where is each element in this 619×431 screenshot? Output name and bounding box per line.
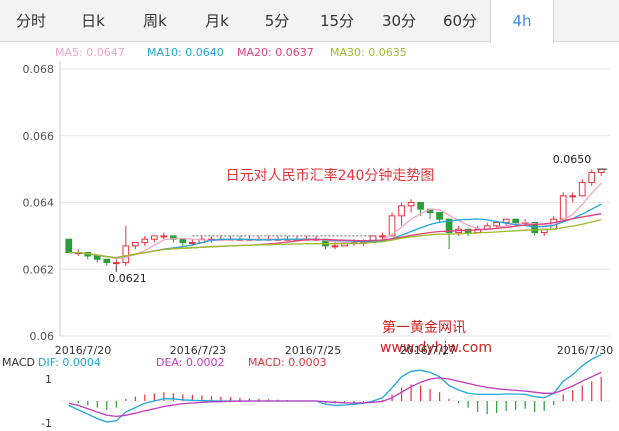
candle-body: [445, 218, 453, 234]
candle-body: [588, 171, 596, 183]
candle-body: [417, 202, 424, 210]
tab-7[interactable]: 30分: [381, 12, 417, 30]
candle-body: [512, 218, 520, 224]
ma30-line: [68, 218, 602, 259]
tab-2[interactable]: 日k: [81, 12, 105, 30]
candle-body: [122, 245, 130, 264]
tab-1[interactable]: 分时: [15, 12, 46, 30]
candle-body: [189, 242, 196, 245]
candle-body: [112, 262, 120, 265]
candle-body: [559, 195, 567, 220]
y-tick-label: 0.062: [23, 263, 55, 276]
candle-body: [436, 212, 443, 220]
candle-body: [578, 181, 586, 197]
candle-body: [179, 238, 187, 244]
candle-body: [331, 245, 339, 248]
candle-body: [93, 255, 101, 260]
chart-title: 日元对人民币汇率240分钟走势图: [226, 167, 435, 184]
candle-body: [388, 215, 396, 237]
watermark-url: www.dyhjw.com: [380, 340, 492, 356]
candle-body: [398, 205, 405, 217]
candle-body: [150, 235, 158, 240]
period-tab-bar: 分时 日k 周k 月k 5分 15分 30分 60分 4h: [0, 0, 619, 43]
x-tick-label: 2016/7/20: [55, 344, 111, 357]
candle-body: [597, 168, 605, 173]
high-annotation: 0.0650: [553, 153, 592, 166]
candle-body: [502, 218, 510, 224]
tab-4[interactable]: 月k: [205, 12, 229, 30]
candle-body: [569, 195, 577, 198]
low-annotation: 0.0621: [108, 272, 147, 285]
dea-line: [68, 371, 602, 418]
x-tick-label: 2016/7/27: [400, 344, 456, 357]
candle-body: [103, 258, 111, 264]
macd-y-tick: 1: [45, 373, 52, 386]
y-tick-label: 0.064: [23, 197, 55, 210]
candle-body: [379, 235, 386, 238]
candle-body: [493, 222, 501, 227]
ma30-legend: MA30: 0.0635: [330, 46, 407, 59]
macd-value-legend: MACD: 0.0003: [248, 356, 327, 369]
y-tick-label: 0.06: [30, 330, 55, 343]
x-tick-label: 2016/7/25: [285, 344, 341, 357]
candle-body: [169, 235, 177, 240]
y-tick-label: 0.066: [23, 130, 55, 143]
ma20-legend: MA20: 0.0637: [237, 46, 314, 59]
macd-title: MACD: [2, 356, 35, 369]
tab-5[interactable]: 5分: [264, 12, 290, 30]
tab-3[interactable]: 周k: [143, 12, 167, 30]
candle-body: [141, 238, 149, 244]
dif-legend: DIF: 0.0004: [38, 356, 101, 369]
y-tick-label: 0.068: [23, 63, 55, 76]
x-tick-label: 2016/7/30: [557, 344, 613, 357]
candle-body: [131, 242, 139, 247]
tab-9[interactable]: 4h: [490, 0, 554, 43]
candle-body: [160, 235, 168, 238]
dif-line: [68, 354, 602, 423]
dea-legend: DEA: 0.0002: [156, 356, 224, 369]
candle-body: [65, 238, 73, 254]
x-tick-label: 2016/7/23: [170, 344, 226, 357]
macd-y-tick: -1: [41, 417, 52, 430]
tab-8[interactable]: 60分: [442, 12, 478, 30]
ma20-line: [68, 213, 602, 259]
ma5-legend: MA5: 0.0647: [55, 46, 125, 59]
watermark-name: 第一黄金网讯: [382, 319, 466, 336]
tab-6[interactable]: 15分: [319, 12, 355, 30]
ma10-legend: MA10: 0.0640: [147, 46, 224, 59]
candle-body: [407, 202, 415, 207]
